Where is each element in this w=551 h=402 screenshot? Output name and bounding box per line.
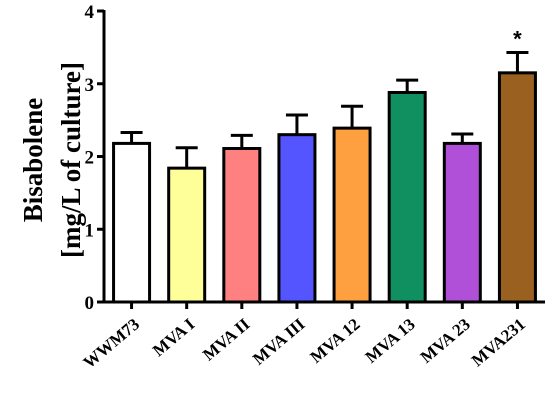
bar-1 (112, 141, 152, 304)
y-axis-title-line1: Bisabolene (18, 98, 48, 223)
bar-6 (387, 90, 427, 304)
bar-4 (277, 133, 317, 304)
error-bars-group (120, 50, 529, 169)
y-axis-title-line2: [mg/L of culture] (56, 62, 86, 258)
significance-annotation-1: * (513, 26, 522, 51)
bars-group (112, 71, 537, 304)
y-tick-label-1: 1 (85, 220, 95, 241)
y-axis-title: Bisabolene [mg/L of culture] (18, 62, 86, 258)
x-tick-label-6: MVA 13 (362, 315, 419, 367)
y-tick-label-2: 2 (85, 148, 95, 169)
bar-2 (167, 166, 207, 304)
y-ticks-group: 0 1 2 3 4 (85, 2, 519, 314)
bar-7 (442, 141, 482, 304)
x-tick-label-2: MVA I (149, 314, 199, 360)
y-tick-label-4: 4 (85, 2, 95, 23)
annotations-group: * (513, 26, 522, 51)
x-tick-label-3: MVA II (199, 314, 254, 364)
x-tick-label-8: MVA231 (468, 315, 529, 371)
x-tick-label-1: WWM73 (80, 315, 144, 373)
x-tick-label-5: MVA 12 (306, 315, 363, 367)
x-tick-label-7: MVA 23 (417, 315, 474, 367)
bar-8 (497, 71, 537, 304)
bar-3 (222, 146, 262, 304)
y-tick-label-3: 3 (85, 75, 95, 96)
x-tick-label-4: MVA III (249, 314, 309, 368)
bar-5 (332, 126, 372, 304)
y-tick-label-0: 0 (85, 293, 95, 314)
